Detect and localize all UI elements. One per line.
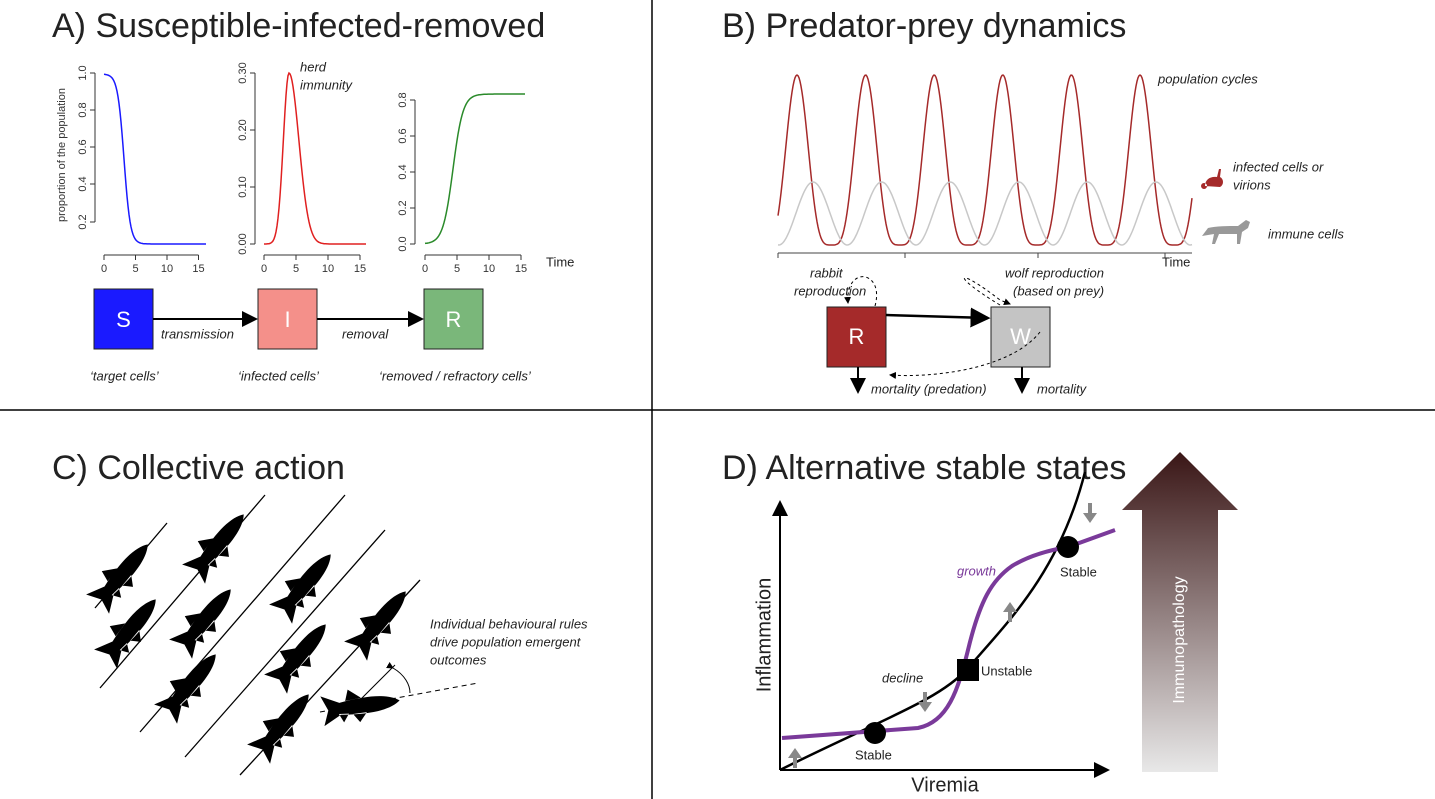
stable-point xyxy=(864,722,886,744)
caption: drive population emergent xyxy=(430,634,582,649)
curve-label: growth xyxy=(957,563,996,578)
caption: outcomes xyxy=(430,652,487,667)
compartment-label: R xyxy=(446,307,462,332)
x-tick-label: 0 xyxy=(422,263,428,275)
label: reproduction xyxy=(794,283,866,298)
point-label: Unstable xyxy=(981,663,1032,678)
fish xyxy=(342,580,418,662)
y-tick-label: 0.6 xyxy=(397,128,409,143)
x-tick-label: 15 xyxy=(192,263,204,275)
direction-arrow xyxy=(918,692,932,712)
fish xyxy=(152,643,228,725)
x-tick-label: 5 xyxy=(132,263,138,275)
fish xyxy=(267,543,343,625)
annotation: immunity xyxy=(300,77,354,92)
label: mortality (predation) xyxy=(871,381,987,396)
panel-title: D) Alternative stable states xyxy=(722,449,1126,487)
figure: A) Susceptible-infected-removed 0 5 10 15 0.2… xyxy=(0,0,1435,799)
compartment-label: W xyxy=(1010,324,1031,349)
x-axis-label: Time xyxy=(546,254,574,269)
legend-label: virions xyxy=(1233,177,1271,192)
unstable-point xyxy=(957,659,979,681)
y-tick-label: 0.2 xyxy=(77,214,89,229)
fish xyxy=(245,683,321,765)
x-tick-label: 10 xyxy=(322,263,334,275)
fish xyxy=(167,578,243,660)
feedback-arrow xyxy=(964,278,1010,305)
growth-curve xyxy=(782,530,1115,738)
model-curve xyxy=(778,75,1192,245)
x-tick-label: 15 xyxy=(515,263,527,275)
edge-label: transmission xyxy=(161,326,234,341)
x-tick-label: 5 xyxy=(454,263,460,275)
x-tick-label: 10 xyxy=(161,263,173,275)
compartment-label: R xyxy=(849,324,865,349)
model-curve xyxy=(425,94,525,243)
label: wolf reproduction xyxy=(1005,265,1104,280)
wolf-icon xyxy=(1202,220,1250,244)
caption: ‘target cells’ xyxy=(90,368,160,383)
curve-label: decline xyxy=(882,670,923,685)
x-tick-label: 0 xyxy=(261,263,267,275)
y-axis-label: proportion of the population xyxy=(56,88,68,222)
x-tick-label: 5 xyxy=(293,263,299,275)
y-tick-label: 0.6 xyxy=(77,139,89,154)
label: (based on prey) xyxy=(1013,283,1104,298)
label: mortality xyxy=(1037,381,1088,396)
point-label: Stable xyxy=(855,747,892,762)
panel-title: C) Collective action xyxy=(52,449,345,487)
y-tick-label: 0.8 xyxy=(77,102,89,117)
y-tick-label: 0.4 xyxy=(77,176,89,191)
model-curve xyxy=(104,74,206,244)
compartment-label: S xyxy=(116,307,131,332)
y-tick-label: 0.20 xyxy=(237,119,249,140)
x-axis-label: Viremia xyxy=(911,774,979,796)
y-tick-label: 1.0 xyxy=(77,65,89,80)
y-tick-label: 0.0 xyxy=(397,236,409,251)
x-tick-label: 15 xyxy=(354,263,366,275)
panel-title: A) Susceptible-infected-removed xyxy=(52,7,545,45)
stable-point xyxy=(1057,536,1079,558)
y-tick-label: 0.30 xyxy=(237,62,249,83)
direction-arrow xyxy=(1003,602,1017,622)
x-tick-label: 0 xyxy=(101,263,107,275)
panel-title: B) Predator-prey dynamics xyxy=(722,7,1126,45)
direction-arrow xyxy=(1083,503,1097,523)
caption: ‘removed / refractory cells’ xyxy=(379,368,532,383)
y-tick-label: 0.10 xyxy=(237,176,249,197)
direction-line xyxy=(140,495,345,732)
y-tick-label: 0.4 xyxy=(397,164,409,179)
legend-label: infected cells or xyxy=(1233,159,1324,174)
x-tick-label: 10 xyxy=(483,263,495,275)
y-axis-label: Inflammation xyxy=(753,578,775,693)
arrow-label: Immunopathology xyxy=(1171,576,1188,703)
fish xyxy=(180,503,256,585)
annotation: herd xyxy=(300,59,327,74)
model-curve xyxy=(264,73,366,244)
y-tick-label: 0.2 xyxy=(397,200,409,215)
angle-arc xyxy=(393,668,410,693)
y-tick-label: 0.8 xyxy=(397,92,409,107)
y-tick-label: 0.00 xyxy=(237,233,249,254)
label: rabbit xyxy=(810,265,844,280)
caption: ‘infected cells’ xyxy=(238,368,320,383)
annotation: population cycles xyxy=(1157,71,1258,86)
model-curve xyxy=(778,182,1192,245)
caption: Individual behavioural rules xyxy=(430,616,588,631)
nullcline xyxy=(780,472,1085,770)
legend-label: immune cells xyxy=(1268,226,1344,241)
x-axis-label: Time xyxy=(1162,254,1190,269)
rabbit-icon xyxy=(1201,169,1223,189)
point-label: Stable xyxy=(1060,564,1097,579)
arrow xyxy=(886,315,988,318)
compartment-label: I xyxy=(284,307,290,332)
fish xyxy=(320,683,402,728)
edge-label: removal xyxy=(342,326,389,341)
